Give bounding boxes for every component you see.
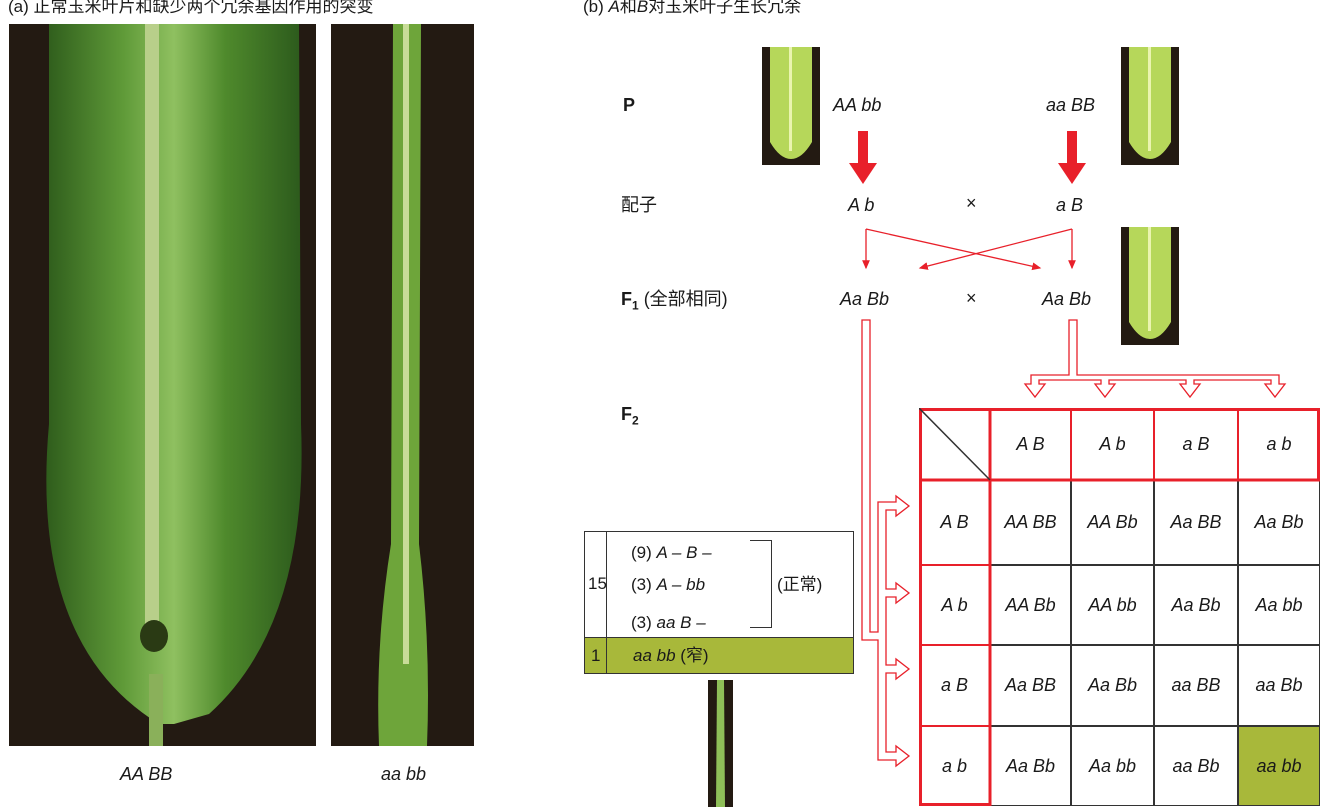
parent2-genotype: aa BB [1046,95,1096,115]
parent1-genotype: AA bb [833,95,882,115]
genotype-cell: Aa BB [990,645,1071,726]
thick-down-arrow-1 [849,131,877,184]
summary-line-3: (3) aa B – [631,613,706,632]
normal-leaf-photo [9,24,316,746]
row-label-f1: F1 (全部相同) [621,289,728,313]
row-label-f2: F2 [621,404,639,428]
genotype-cell: Aa bb [1238,565,1320,645]
narrow-summary-box: 1 aa bb (窄) [584,638,854,674]
summary-line-1: (9) A – B – [631,543,712,562]
mutant-leaf-photo [331,24,474,746]
f1-to-columns-arrows [1023,319,1287,399]
gamete2: a B [1056,195,1084,215]
row-header: A B [919,480,990,565]
genotype-cell: AA bb [1071,565,1154,645]
f1-cross-symbol: × [966,288,977,308]
narrow-count-cell: 1 [585,638,607,673]
row-label-p: P [623,95,636,115]
narrow-leaf-photo [708,680,733,807]
genotype-cell: Aa bb [1071,726,1154,806]
normal-leaf-genotype: AA BB [120,764,173,784]
thick-down-arrow-2 [1058,131,1086,184]
genotype-cell: AA Bb [1071,480,1154,565]
row-label-gamete: 配子 [621,195,657,215]
genotype-cell: Aa Bb [990,726,1071,806]
gamete-cross-lines [862,228,1076,271]
photo-divider [316,24,331,746]
genotype-cell: Aa Bb [1071,645,1154,726]
genotype-cell: Aa BB [1154,480,1238,565]
column-header: A b [1071,408,1154,480]
f1-to-rows-arrows [861,319,911,768]
normal-label: (正常) [777,575,823,594]
normal-count-cell: 15 [585,532,607,637]
narrow-genotype-cell: aa bb [1238,726,1320,806]
panel-b-caption: (b) A和B对玉米叶子生长冗余 [583,0,802,16]
normal-count: 15 [588,574,607,593]
narrow-line: aa bb (窄) [633,646,709,665]
gamete-cross-symbol: × [966,193,977,213]
gamete1: A b [848,195,875,215]
genotype-cell: aa Bb [1154,726,1238,806]
row-header: a B [919,645,990,726]
genotype-cell: aa BB [1154,645,1238,726]
panel-a-caption: (a) 正常玉米叶片和缺少两个冗余基因作用的突变 [8,0,374,16]
genotype-cell: AA Bb [990,565,1071,645]
f1-right-genotype: Aa Bb [1042,289,1092,309]
f1-left-genotype: Aa Bb [840,289,890,309]
parent1-leaf-photo [762,47,820,165]
f1-leaf-photo [1121,227,1179,345]
column-header: a B [1154,408,1238,480]
genotype-cell: Aa Bb [1154,565,1238,645]
summary-line-2: (3) A – bb [631,575,706,594]
normal-summary-box: 15 (9) A – B – (3) A – bb (3) aa B – (正常… [584,531,854,638]
row-header: a b [919,726,990,806]
parent2-leaf-photo [1121,47,1179,165]
genotype-cell: Aa Bb [1238,480,1320,565]
column-header: a b [1238,408,1320,480]
genotype-cell: aa Bb [1238,645,1320,726]
genotype-cell: AA BB [990,480,1071,565]
mutant-leaf-genotype: aa bb [381,764,427,784]
normal-bracket [750,540,772,628]
column-header: A B [990,408,1071,480]
row-header: A b [919,565,990,645]
narrow-count: 1 [591,646,601,665]
